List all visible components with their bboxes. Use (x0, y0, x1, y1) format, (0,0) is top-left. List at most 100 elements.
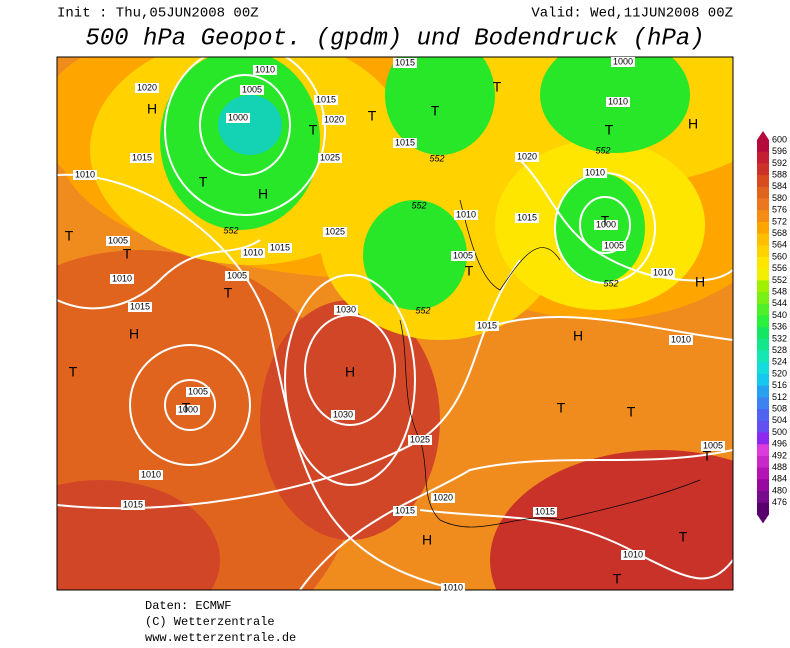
colorbar-cell (757, 432, 769, 445)
pressure-center: T (613, 571, 622, 587)
colorbar-cell (757, 257, 769, 270)
pressure-center: T (557, 400, 566, 416)
isobar-label: 1025 (320, 152, 340, 162)
height-label: 552 (411, 200, 426, 210)
colorbar-cell (757, 362, 769, 375)
pressure-center: T (493, 79, 502, 95)
isobar-label-box (669, 335, 693, 345)
isobar-label: 1010 (585, 167, 605, 177)
colorbar-label: 488 (772, 462, 787, 472)
isobar-label-box (73, 170, 97, 180)
colorbar-cell (757, 245, 769, 258)
colorbar-label: 588 (772, 169, 787, 179)
pressure-center: T (605, 122, 614, 138)
pressure-center: T (182, 400, 191, 416)
isobar-label: 1020 (517, 151, 537, 161)
colorbar-cell (757, 327, 769, 340)
pressure-center: T (368, 108, 377, 124)
colorbar-cell (757, 151, 769, 164)
isobar-label-box (268, 243, 292, 253)
pressure-center: T (703, 448, 712, 464)
colorbar-arrow (757, 131, 769, 140)
pressure-center: T (65, 228, 74, 244)
colorbar-cell (757, 198, 769, 211)
colorbar-cell (757, 385, 769, 398)
colorbar-label: 572 (772, 216, 787, 226)
colorbar-cell (757, 397, 769, 410)
isobar-label-box (253, 65, 277, 75)
pressure-center: H (147, 101, 157, 117)
colorbar-label: 596 (772, 146, 787, 156)
colorbar-label: 532 (772, 333, 787, 343)
init-time: Init : Thu,05JUN2008 00Z (57, 6, 259, 22)
isobar-label: 1015 (123, 499, 143, 509)
isobar-label-box (475, 321, 499, 331)
pressure-center: T (123, 246, 132, 262)
isobar-label-box (331, 410, 355, 420)
colorbar-label: 484 (772, 474, 787, 484)
colorbar-label: 516 (772, 380, 787, 390)
colorbar-cell (757, 350, 769, 363)
colorbar-cell (757, 292, 769, 305)
isobar-label-box (611, 57, 635, 67)
isobar-label-box (139, 470, 163, 480)
pressure-center: H (345, 364, 355, 380)
colorbar-label: 496 (772, 439, 787, 449)
isobar-label: 1000 (596, 219, 616, 229)
map-title: 500 hPa Geopot. (gpdm) und Bodendruck (h… (85, 25, 704, 52)
colorbar-cell (757, 221, 769, 235)
isobar-label: 1015 (132, 152, 152, 162)
colorbar-cell (757, 491, 769, 504)
isobar-label-box (225, 271, 249, 281)
pressure-center: H (695, 274, 705, 290)
colorbar-cell (757, 233, 769, 246)
colorbar-label: 500 (772, 427, 787, 437)
colorbar-cell (757, 338, 769, 352)
colorbar-label: 536 (772, 322, 787, 332)
isobar-label-box (594, 220, 618, 230)
colorbar-label: 584 (772, 181, 787, 191)
colorbar-cell (757, 280, 769, 293)
colorbar-label: 548 (772, 286, 787, 296)
isobar-label: 1005 (453, 250, 473, 260)
isobar-label: 1000 (228, 112, 248, 122)
colorbar-label: 552 (772, 275, 787, 285)
isobar-label-box (454, 210, 478, 220)
pressure-center: T (431, 103, 440, 119)
isobar-label-box (128, 302, 152, 312)
isobar-label: 1015 (270, 242, 290, 252)
colorbar-label: 508 (772, 403, 787, 413)
footer-line: (C) Wetterzentrale (145, 615, 275, 629)
isobar-label: 1010 (243, 247, 263, 257)
height-label: 552 (595, 145, 610, 155)
isobar-label-box (106, 236, 130, 246)
colorbar-cell (757, 409, 769, 422)
isobar-label: 1010 (623, 549, 643, 559)
colorbar-label: 480 (772, 485, 787, 495)
isobar-label: 1015 (395, 57, 415, 67)
isobar-label: 1005 (188, 386, 208, 396)
colorbar-label: 544 (772, 298, 787, 308)
isobar-label: 1015 (535, 506, 555, 516)
isobar-label-box (176, 405, 200, 415)
pressure-center: T (465, 263, 474, 279)
isobar-label-box (621, 550, 645, 560)
isobar-label: 1020 (137, 82, 157, 92)
colorbar-label: 600 (772, 134, 787, 144)
isobar-label: 1010 (608, 96, 628, 106)
colorbar-label: 520 (772, 368, 787, 378)
isobar-label: 1005 (242, 84, 262, 94)
isobar-label-box (186, 387, 210, 397)
map-field (57, 57, 733, 590)
colorbar-cell (757, 268, 769, 281)
isobar-label: 1005 (604, 240, 624, 250)
isobar-label-box (130, 153, 154, 163)
colorbar-cell (757, 315, 769, 328)
isobar-label-box (314, 95, 338, 105)
isobar-label-box (431, 493, 455, 503)
isobar-label: 1030 (336, 304, 356, 314)
colorbar-label: 576 (772, 205, 787, 215)
pressure-center: H (422, 532, 432, 548)
colorbar-label: 504 (772, 415, 787, 425)
